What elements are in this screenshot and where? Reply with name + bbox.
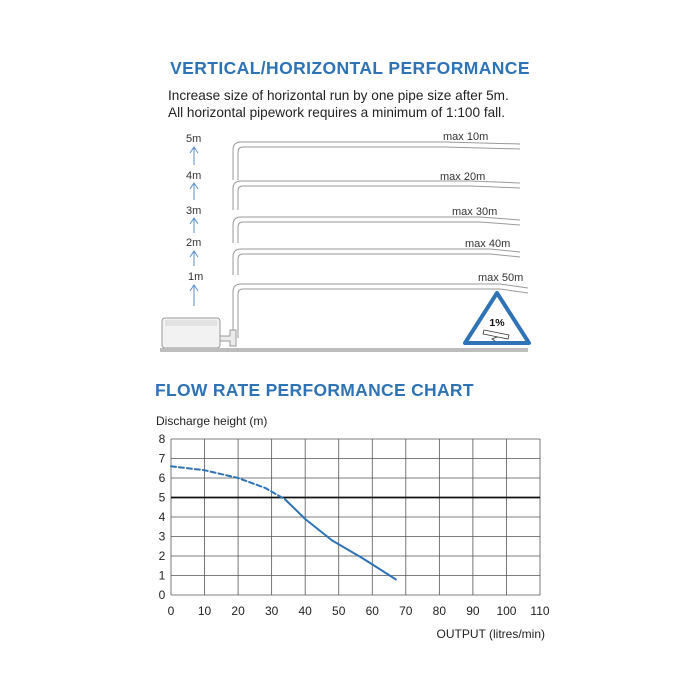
run-label-10m: max 10m <box>443 131 488 143</box>
x-tick-label-10: 10 <box>198 604 212 618</box>
height-label-2m: 2m <box>186 237 201 249</box>
y-axis-label: Discharge height (m) <box>156 414 267 428</box>
x-tick-label-110: 110 <box>530 604 549 618</box>
x-tick-label-20: 20 <box>231 604 245 618</box>
y-tick-label-5: 5 <box>159 491 166 505</box>
x-tick-label-0: 0 <box>168 604 175 618</box>
up-arrow-icons <box>189 146 199 306</box>
x-tick-label-60: 60 <box>366 604 380 618</box>
pipe-run-5m <box>232 141 521 180</box>
pipe-run-1m <box>232 283 529 338</box>
run-label-50m: max 50m <box>478 272 523 284</box>
height-label-1m: 1m <box>188 271 203 283</box>
pipe-run-2m <box>232 248 521 275</box>
x-tick-label-100: 100 <box>496 604 516 618</box>
intro-line-1: Increase size of horizontal run by one p… <box>168 88 509 103</box>
height-label-4m: 4m <box>186 170 201 182</box>
up-arrow-icon <box>189 250 199 266</box>
chart-ticks: 0 10 20 30 40 50 60 70 80 90 100 110 0 1 2 3 4 5 6 7 8 <box>159 432 550 618</box>
up-arrow-icon <box>189 182 199 200</box>
x-tick-label-50: 50 <box>332 604 346 618</box>
x-tick-label-40: 40 <box>299 604 313 618</box>
y-tick-label-4: 4 <box>159 510 166 524</box>
x-axis-label: OUTPUT (litres/min) <box>437 627 545 641</box>
y-tick-label-8: 8 <box>159 432 166 446</box>
x-tick-label-70: 70 <box>399 604 413 618</box>
fall-warning-icon: 1% <box>463 291 531 345</box>
intro-line-2: All horizontal pipework requires a minim… <box>168 105 505 120</box>
y-tick-label-2: 2 <box>159 549 166 563</box>
up-arrow-icon <box>189 146 199 165</box>
y-tick-label-0: 0 <box>159 588 166 602</box>
height-label-5m: 5m <box>186 133 201 145</box>
fall-percent-text: 1% <box>489 317 505 329</box>
x-tick-label-90: 90 <box>466 604 480 618</box>
up-arrow-icon <box>189 284 199 306</box>
series-line-dashed <box>170 465 287 501</box>
up-arrow-icon <box>189 217 199 233</box>
pipe-run-4m <box>232 180 521 210</box>
run-label-40m: max 40m <box>465 238 510 250</box>
intro-text: Increase size of horizontal run by one p… <box>168 87 568 121</box>
x-tick-label-30: 30 <box>265 604 279 618</box>
run-label-20m: max 20m <box>440 171 485 183</box>
section-title-vertical-horizontal: VERTICAL/HORIZONTAL PERFORMANCE <box>170 58 530 78</box>
y-tick-label-3: 3 <box>159 530 166 544</box>
chart-series <box>170 465 397 581</box>
chart-grid <box>170 438 541 596</box>
y-tick-label-6: 6 <box>159 471 166 485</box>
pipe-runs <box>232 141 529 338</box>
height-label-3m: 3m <box>186 205 201 217</box>
ground-line <box>160 348 528 352</box>
pipe-run-3m <box>232 216 521 243</box>
y-tick-label-1: 1 <box>159 569 166 583</box>
section-title-flow-rate: FLOW RATE PERFORMANCE CHART <box>155 380 474 400</box>
y-tick-label-7: 7 <box>159 452 166 466</box>
pump-unit <box>161 317 237 349</box>
run-label-30m: max 30m <box>452 206 497 218</box>
series-line-solid <box>284 498 397 581</box>
x-tick-label-80: 80 <box>433 604 447 618</box>
